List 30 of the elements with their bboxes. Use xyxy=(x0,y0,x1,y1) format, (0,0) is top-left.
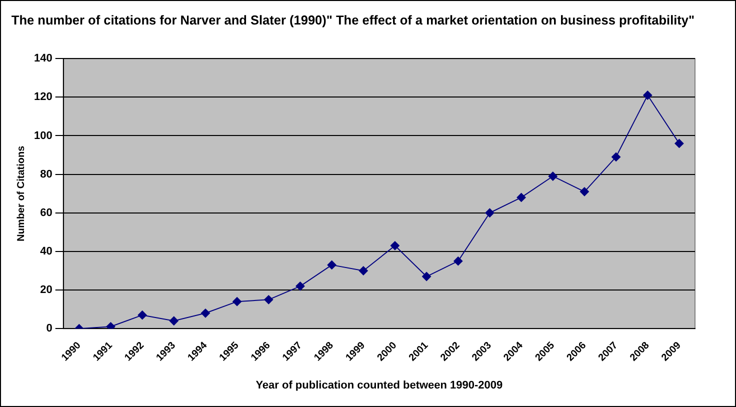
y-tick-label: 140 xyxy=(34,52,52,65)
y-tick-label: 80 xyxy=(40,168,52,180)
point xyxy=(169,316,178,326)
point xyxy=(422,272,432,282)
y-tick-label: 100 xyxy=(34,130,52,142)
point xyxy=(106,322,116,329)
y-tick-label: 40 xyxy=(40,245,52,258)
chart-title: The number of citations for Narver and Slater (1990)" The effect of a market orientation on business profitability" xyxy=(11,12,695,28)
point xyxy=(580,187,589,196)
point xyxy=(485,208,494,218)
y-tick-label: 60 xyxy=(40,206,52,219)
y-tick-label: 20 xyxy=(40,284,52,296)
point xyxy=(358,266,368,276)
point xyxy=(516,192,526,202)
point xyxy=(138,310,147,320)
y-tick-label: 0 xyxy=(46,322,52,335)
point xyxy=(200,308,210,318)
point xyxy=(612,152,621,162)
x-axis-title: Year of publication counted between 1990-2009 xyxy=(256,379,503,392)
point xyxy=(296,282,305,291)
point xyxy=(454,256,463,266)
point xyxy=(548,172,558,181)
point xyxy=(327,260,336,270)
y-axis-title: Number of Citations xyxy=(16,145,27,242)
point xyxy=(643,90,652,100)
y-tick-label: 120 xyxy=(34,91,52,104)
point xyxy=(390,241,400,250)
point xyxy=(674,138,684,148)
point xyxy=(264,295,274,304)
point xyxy=(232,297,242,306)
